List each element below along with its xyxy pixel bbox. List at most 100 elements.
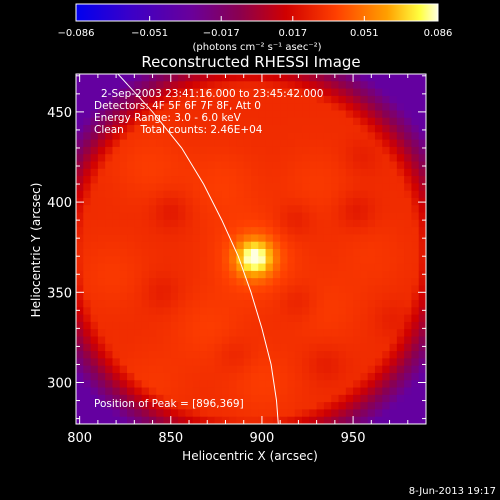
heatmap-cell — [418, 154, 426, 163]
heatmap-cell — [243, 307, 252, 316]
heatmap-cell — [207, 234, 216, 243]
heatmap-cell — [97, 81, 106, 90]
heatmap-cell — [258, 168, 267, 177]
heatmap-cell — [119, 168, 128, 177]
heatmap-cell — [251, 103, 259, 112]
heatmap-cell — [119, 380, 128, 389]
heatmap-cell — [214, 307, 223, 316]
heatmap-cell — [221, 394, 230, 403]
heatmap-cell — [105, 314, 114, 323]
heatmap-cell — [170, 409, 179, 418]
heatmap-cell — [207, 183, 216, 192]
heatmap-cell — [323, 117, 332, 126]
heatmap-cell — [127, 358, 135, 367]
heatmap-cell — [251, 117, 259, 126]
heatmap-cell — [148, 270, 157, 279]
heatmap-cell — [243, 103, 252, 112]
heatmap-cell — [404, 329, 413, 338]
heatmap-cell — [338, 307, 347, 316]
heatmap-cell — [404, 365, 413, 374]
heatmap-cell — [345, 234, 354, 243]
heatmap-cell — [134, 358, 143, 367]
heatmap-cell — [170, 387, 179, 396]
heatmap-cell — [418, 270, 426, 279]
heatmap-cell — [331, 241, 340, 250]
heatmap-cell — [353, 402, 361, 411]
heatmap-cell — [170, 358, 179, 367]
heatmap-cell — [170, 372, 179, 381]
heatmap-cell — [221, 81, 230, 90]
heatmap-cell — [141, 416, 150, 424]
heatmap-cell — [192, 103, 201, 112]
heatmap-cell — [229, 88, 238, 97]
heatmap-cell — [192, 219, 201, 228]
heatmap-cell — [229, 351, 238, 359]
heatmap-cell — [83, 103, 92, 112]
heatmap-cell — [83, 270, 92, 279]
heatmap-cell — [243, 409, 252, 418]
heatmap-cell — [404, 380, 413, 389]
heatmap-cell — [411, 270, 420, 279]
heatmap-cell — [127, 409, 135, 418]
heatmap-cell — [236, 125, 245, 133]
heatmap-cell — [112, 81, 121, 90]
heatmap-cell — [199, 146, 208, 155]
heatmap-cell — [338, 74, 347, 82]
heatmap-cell — [243, 285, 252, 294]
heatmap-cell — [156, 103, 165, 112]
heatmap-cell — [280, 139, 289, 148]
heatmap-cell — [163, 103, 172, 112]
heatmap-cell — [374, 103, 383, 112]
heatmap-cell — [338, 146, 347, 155]
heatmap-cell — [294, 103, 303, 112]
heatmap-cell — [287, 103, 296, 112]
colorbar-unit-label: (photons cm⁻² s⁻¹ asec⁻²) — [192, 42, 321, 53]
heatmap-cell — [258, 307, 267, 316]
heatmap-cell — [323, 292, 332, 301]
heatmap-cell — [243, 168, 252, 177]
heatmap-cell — [272, 351, 281, 359]
heatmap-cell — [353, 285, 361, 294]
heatmap-cell — [367, 263, 376, 272]
heatmap-cell — [272, 358, 281, 367]
heatmap-cell — [302, 205, 310, 214]
heatmap-cell — [214, 176, 223, 184]
heatmap-cell — [272, 241, 281, 250]
heatmap-cell — [170, 212, 179, 221]
heatmap-cell — [170, 336, 179, 345]
heatmap-cell — [221, 139, 230, 148]
heatmap-cell — [207, 372, 216, 381]
heatmap-cell — [265, 241, 274, 250]
heatmap-cell — [396, 343, 405, 352]
heatmap-cell — [418, 117, 426, 126]
heatmap-cell — [243, 300, 252, 308]
heatmap-cell — [214, 81, 223, 90]
heatmap-cell — [207, 95, 216, 104]
heatmap-cell — [374, 365, 383, 374]
heatmap-cell — [148, 190, 157, 199]
heatmap-cell — [287, 358, 296, 367]
heatmap-cell — [229, 117, 238, 126]
heatmap-cell — [360, 300, 369, 308]
heatmap-cell — [229, 183, 238, 192]
heatmap-cell — [105, 249, 114, 257]
heatmap-cell — [382, 146, 391, 155]
heatmap-cell — [302, 285, 310, 294]
heatmap-cell — [127, 300, 135, 308]
heatmap-cell — [236, 212, 245, 221]
heatmap-cell — [90, 292, 99, 301]
heatmap-cell — [112, 365, 121, 374]
heatmap-cell — [163, 132, 172, 141]
heatmap-cell — [265, 88, 274, 97]
heatmap-cell — [316, 234, 325, 243]
heatmap-cell — [404, 270, 413, 279]
heatmap-cell — [251, 336, 259, 345]
heatmap-cell — [76, 88, 84, 97]
heatmap-cell — [148, 336, 157, 345]
heatmap-cell — [243, 329, 252, 338]
heatmap-cell — [374, 241, 383, 250]
heatmap-cell — [338, 168, 347, 177]
heatmap-cell — [207, 278, 216, 287]
heatmap-cell — [338, 81, 347, 90]
heatmap-cell — [170, 154, 179, 163]
